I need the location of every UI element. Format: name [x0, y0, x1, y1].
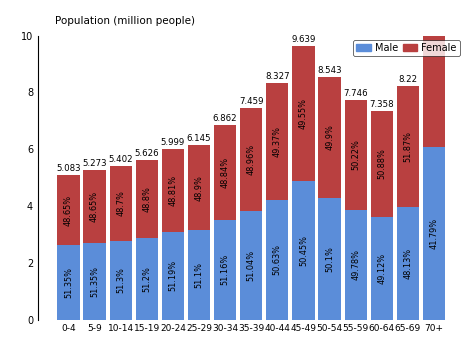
Text: 5.402: 5.402 — [109, 155, 133, 164]
Text: 7.746: 7.746 — [343, 89, 368, 98]
Bar — [109, 166, 132, 241]
Bar — [292, 46, 315, 181]
Bar — [136, 238, 158, 320]
Text: 8.543: 8.543 — [317, 66, 342, 75]
Bar — [345, 210, 367, 320]
Text: 48.65%: 48.65% — [90, 191, 99, 222]
Text: 48.81%: 48.81% — [168, 175, 177, 206]
Text: 51.1%: 51.1% — [194, 262, 203, 288]
Text: 51.35%: 51.35% — [90, 266, 99, 296]
Bar — [109, 241, 132, 320]
Text: 8.22: 8.22 — [398, 75, 418, 84]
Bar — [214, 125, 236, 220]
Text: 51.2%: 51.2% — [142, 266, 151, 291]
Text: Population (million people): Population (million people) — [55, 16, 195, 26]
Text: 50.22%: 50.22% — [351, 139, 360, 170]
Bar — [266, 83, 289, 200]
Text: 49.78%: 49.78% — [351, 249, 360, 280]
Bar — [57, 245, 80, 320]
Text: 48.65%: 48.65% — [64, 195, 73, 226]
Text: 48.96%: 48.96% — [247, 144, 255, 175]
Text: 5.083: 5.083 — [56, 164, 81, 174]
Text: 49.12%: 49.12% — [377, 253, 386, 284]
Text: 51.04%: 51.04% — [247, 250, 255, 281]
Legend: Male, Female: Male, Female — [354, 40, 460, 56]
Text: 7.358: 7.358 — [370, 100, 394, 109]
Text: 5.273: 5.273 — [82, 159, 107, 168]
Text: 6.145: 6.145 — [187, 134, 211, 143]
Bar — [397, 86, 419, 207]
Text: 48.84%: 48.84% — [220, 157, 229, 188]
Text: 51.87%: 51.87% — [403, 131, 412, 162]
Text: 6.862: 6.862 — [213, 114, 237, 123]
Bar — [214, 220, 236, 320]
Text: 51.19%: 51.19% — [168, 260, 177, 291]
Bar — [371, 217, 393, 320]
Bar — [240, 108, 262, 211]
Bar — [83, 170, 106, 242]
Text: 48.8%: 48.8% — [142, 186, 151, 212]
Text: 49.9%: 49.9% — [325, 125, 334, 151]
Bar — [162, 232, 184, 320]
Text: 48.7%: 48.7% — [116, 191, 125, 217]
Text: 49.37%: 49.37% — [273, 126, 282, 157]
Text: 48.9%: 48.9% — [194, 175, 203, 201]
Bar — [319, 77, 341, 198]
Bar — [423, 147, 445, 320]
Text: 48.13%: 48.13% — [403, 248, 412, 279]
Text: 41.79%: 41.79% — [429, 218, 438, 249]
Bar — [83, 242, 106, 320]
Text: 9.639: 9.639 — [291, 35, 316, 44]
Bar — [162, 149, 184, 232]
Text: 50.63%: 50.63% — [273, 244, 282, 275]
Text: 51.35%: 51.35% — [64, 267, 73, 298]
Text: 51.3%: 51.3% — [116, 267, 125, 293]
Text: 50.1%: 50.1% — [325, 246, 334, 272]
Text: 8.327: 8.327 — [265, 72, 290, 81]
Bar — [397, 207, 419, 320]
Text: 5.626: 5.626 — [135, 149, 159, 158]
Text: 7.459: 7.459 — [239, 97, 264, 106]
Text: 50.88%: 50.88% — [377, 148, 386, 179]
Bar — [319, 198, 341, 320]
Bar — [136, 160, 158, 238]
Text: 5.999: 5.999 — [161, 138, 185, 147]
Text: 50.45%: 50.45% — [299, 235, 308, 266]
Text: 51.16%: 51.16% — [220, 254, 229, 285]
Bar — [266, 200, 289, 320]
Bar — [240, 211, 262, 320]
Text: 49.55%: 49.55% — [299, 98, 308, 129]
Bar — [371, 110, 393, 217]
Bar — [57, 175, 80, 245]
Bar — [345, 99, 367, 210]
Bar — [292, 181, 315, 320]
Bar — [188, 230, 210, 320]
Bar — [423, 0, 445, 147]
Bar — [188, 145, 210, 230]
